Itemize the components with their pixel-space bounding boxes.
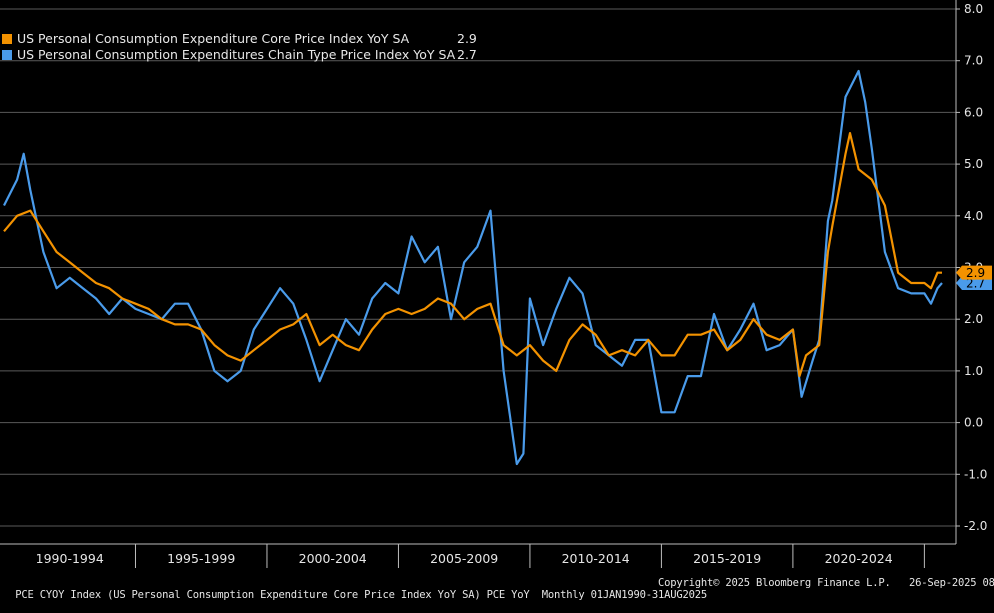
footer-source: PCE CYOY Index (US Personal Consumption … [15,589,707,601]
core-end-tag-label: 2.9 [966,266,985,280]
y-tick-label: 0.0 [964,416,983,430]
y-tick-label: 4.0 [964,209,983,223]
x-tick-label: 2005-2009 [430,551,498,566]
legend-headline-value: 2.7 [457,47,477,62]
headline-end-tag-label: 2.7 [966,277,985,291]
footer: PCE CYOY Index (US Personal Consumption … [3,577,994,613]
legend-headline-label: US Personal Consumption Expenditures Cha… [17,47,456,62]
grid-lines [0,8,956,527]
x-tick-label: 2020-2024 [825,551,893,566]
x-axis: 1990-1994 1995-1999 2000-2004 2005-2009 2010… [0,543,956,568]
core-swatch [2,34,12,44]
x-tick-label: 2015-2019 [693,551,761,566]
x-tick-label: 2010-2014 [562,551,630,566]
end-value-tags: 2.72.9 [956,265,992,291]
y-tick-label: 8.0 [964,2,983,16]
footer-copyright: Copyright© 2025 Bloomberg Finance L.P. 2… [658,577,994,589]
y-tick-label: 5.0 [964,157,983,171]
y-tick-label: -2.0 [964,519,987,533]
series-lines [3,69,943,466]
legend-core-label: US Personal Consumption Expenditure Core… [17,31,410,46]
core-pce-line [3,132,942,378]
y-tick-label: -1.0 [964,467,987,481]
legend: US Personal Consumption Expenditure Core… [2,31,477,63]
y-tick-label: 2.0 [964,312,983,326]
core-end-tag-box [956,265,992,280]
y-tick-label: 1.0 [964,364,983,378]
x-tick-label: 2000-2004 [299,551,367,566]
legend-item-core: US Personal Consumption Expenditure Core… [2,31,477,47]
y-tick-label: 7.0 [964,54,983,68]
legend-core-value: 2.9 [457,31,477,46]
y-tick-label: 6.0 [964,105,983,119]
pce-line-chart: 8.07.06.05.04.03.02.01.00.0-1.0-2.0 1990… [0,0,992,568]
headline-swatch [2,50,12,60]
legend-item-headline: US Personal Consumption Expenditures Cha… [2,47,477,63]
x-tick-label: 1995-1999 [167,551,235,566]
x-tick-label: 1990-1994 [36,551,104,566]
